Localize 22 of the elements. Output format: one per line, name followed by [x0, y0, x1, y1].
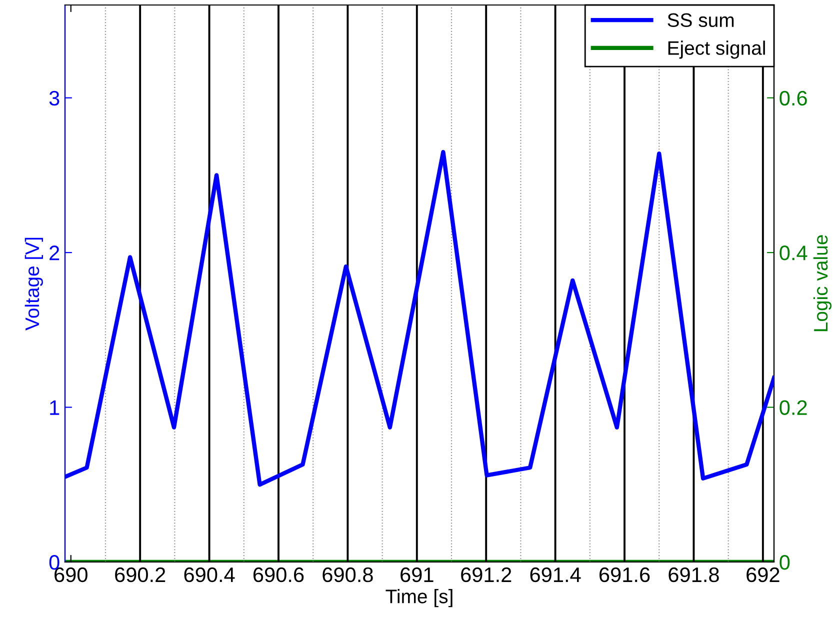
y-tick-label: 2 — [50, 246, 60, 260]
y2-tick-label: 0.2 — [780, 400, 807, 416]
x-tick-label: 690.4 — [184, 567, 235, 582]
legend-label: SS sum — [668, 13, 734, 28]
x-tick-label: 691 — [400, 567, 434, 582]
x-tick-label: 691.6 — [600, 567, 650, 582]
x-tick-label: 691.4 — [530, 567, 581, 582]
y-tick-label: 1 — [50, 400, 60, 415]
y2-tick-label: 0.6 — [780, 90, 807, 106]
legend-label: Eject signal — [668, 40, 765, 59]
y2-axis-title: Logic value — [813, 235, 832, 332]
y2-tick-label: 0 — [780, 555, 790, 570]
x-tick-label: 690.8 — [322, 567, 373, 582]
y-axis-title: Voltage [V] — [24, 238, 43, 330]
x-tick-label: 692 — [746, 567, 780, 582]
x-axis-title: Time [s] — [386, 589, 452, 608]
y2-tick-label: 0.4 — [780, 246, 808, 260]
x-tick-label: 691.2 — [461, 567, 512, 582]
x-tick-label: 691.8 — [668, 567, 719, 582]
x-tick-label: 690.6 — [253, 567, 304, 582]
x-tick-label: 690.2 — [115, 567, 166, 582]
y-tick-label: 3 — [49, 90, 60, 106]
